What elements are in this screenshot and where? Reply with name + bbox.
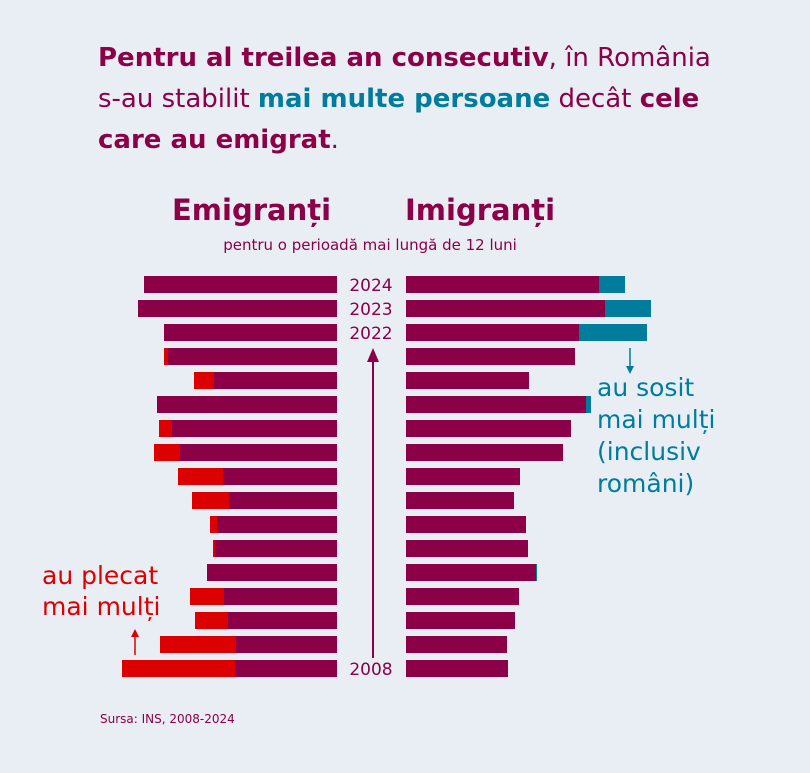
year-label-2024: 2024 xyxy=(349,276,392,296)
emigrant-bar-2021 xyxy=(168,348,337,365)
immigrant-bar-2023 xyxy=(406,300,605,317)
emigrant-excess-bar-2013 xyxy=(213,540,215,557)
immigrant-bar-2013 xyxy=(406,540,528,557)
immigrant-bar-2016 xyxy=(406,468,520,485)
emigrant-excess-bar-2010 xyxy=(195,612,228,629)
immigrant-bar-2015 xyxy=(406,492,514,509)
emigrant-excess-bar-2009 xyxy=(160,636,236,653)
annotation-line: au sosit xyxy=(597,373,695,402)
immigrants-header: Imigranți xyxy=(405,193,556,227)
immigrant-excess-bar-2012 xyxy=(536,564,537,581)
headline-part-6: . xyxy=(330,125,339,155)
immigrant-bar-2014 xyxy=(406,516,526,533)
emigrant-bar-2022 xyxy=(164,324,337,341)
emigrant-excess-bar-2014 xyxy=(210,516,217,533)
annotation-line: mai mulți xyxy=(597,405,716,434)
emigrant-excess-bar-2015 xyxy=(192,492,229,509)
immigrant-bar-2024 xyxy=(406,276,599,293)
immigrant-bar-2019 xyxy=(406,396,586,413)
immigrant-annotation: au sosit mai mulți (inclusiv români) xyxy=(597,372,715,500)
year-label-2008: 2008 xyxy=(349,660,392,680)
annotation-line: mai mulți xyxy=(42,592,161,621)
headline-part-5: cele care au emigrat xyxy=(98,84,700,155)
emigrant-excess-bar-2021 xyxy=(164,348,168,365)
emigrant-bar-2015 xyxy=(229,492,337,509)
annotation-line: (inclusiv xyxy=(597,437,701,466)
emigrant-bar-2009 xyxy=(236,636,337,653)
immigrant-bar-2009 xyxy=(406,636,507,653)
immigrant-bar-2018 xyxy=(406,420,571,437)
annotation-line: români) xyxy=(597,469,695,498)
headline: Pentru al treilea an consecutiv, în Româ… xyxy=(98,38,718,161)
emigrant-annotation: au plecat mai mulți xyxy=(42,560,160,622)
headline-part-3: mai multe persoane xyxy=(257,84,551,114)
emigrant-excess-bar-2008 xyxy=(122,660,235,677)
immigrant-bar-2017 xyxy=(406,444,563,461)
emigrant-bar-2023 xyxy=(138,300,337,317)
emigrant-bar-2019 xyxy=(157,396,337,413)
immigrant-excess-bar-2019 xyxy=(586,396,591,413)
emigrant-bar-2013 xyxy=(215,540,337,557)
emigrant-excess-bar-2011 xyxy=(190,588,224,605)
year-label-background xyxy=(348,659,394,678)
immigrant-bar-2010 xyxy=(406,612,515,629)
immigrant-excess-bar-2023 xyxy=(605,300,651,317)
annotation-line: au plecat xyxy=(42,561,159,590)
headline-part-4: decât xyxy=(550,84,640,114)
emigrant-excess-bar-2020 xyxy=(194,372,214,389)
timeline-arrow-head-icon xyxy=(367,348,379,362)
emigrant-bar-2011 xyxy=(224,588,337,605)
down-arrow-icon xyxy=(626,366,634,374)
year-label-2022: 2022 xyxy=(349,324,392,344)
emigrant-excess-bar-2017 xyxy=(154,444,180,461)
chart-subtitle: pentru o perioadă mai lungă de 12 luni xyxy=(223,236,517,254)
headline-part-1: Pentru al treilea an consecutiv xyxy=(98,43,549,73)
emigrants-header: Emigranți xyxy=(172,193,332,227)
immigrant-bar-2008 xyxy=(406,660,508,677)
emigrant-excess-bar-2016 xyxy=(178,468,223,485)
up-arrow-icon xyxy=(131,629,139,637)
emigrant-bar-2012 xyxy=(207,564,337,581)
immigrant-bar-2020 xyxy=(406,372,529,389)
emigrant-bar-2016 xyxy=(223,468,337,485)
immigrant-bar-2022 xyxy=(406,324,579,341)
immigrant-bar-2011 xyxy=(406,588,519,605)
year-label-2023: 2023 xyxy=(349,300,392,320)
source-note: Sursa: INS, 2008-2024 xyxy=(100,712,235,726)
immigrant-bar-2012 xyxy=(406,564,536,581)
emigrant-bar-2018 xyxy=(172,420,337,437)
emigrant-bar-2020 xyxy=(214,372,337,389)
headline-part-2: , în România s-au stabilit xyxy=(98,43,711,114)
immigrant-bar-2021 xyxy=(406,348,575,365)
immigrant-excess-bar-2024 xyxy=(599,276,625,293)
emigrant-bar-2024 xyxy=(144,276,337,293)
emigrant-excess-bar-2018 xyxy=(159,420,172,437)
emigrant-bar-2014 xyxy=(217,516,337,533)
emigrant-bar-2017 xyxy=(180,444,337,461)
emigrant-bar-2010 xyxy=(228,612,337,629)
emigrant-bar-2008 xyxy=(235,660,337,677)
immigrant-excess-bar-2022 xyxy=(579,324,647,341)
